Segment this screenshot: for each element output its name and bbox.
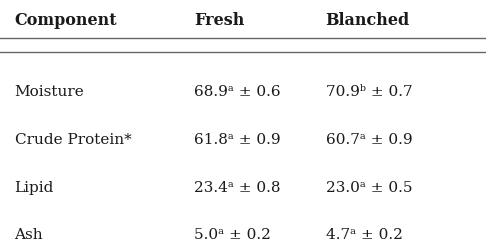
Text: 68.9ᵃ ± 0.6: 68.9ᵃ ± 0.6 bbox=[194, 85, 281, 99]
Text: Component: Component bbox=[15, 12, 117, 29]
Text: 70.9ᵇ ± 0.7: 70.9ᵇ ± 0.7 bbox=[326, 85, 412, 99]
Text: 5.0ᵃ ± 0.2: 5.0ᵃ ± 0.2 bbox=[194, 228, 271, 242]
Text: 60.7ᵃ ± 0.9: 60.7ᵃ ± 0.9 bbox=[326, 133, 412, 147]
Text: Moisture: Moisture bbox=[15, 85, 85, 99]
Text: Ash: Ash bbox=[15, 228, 43, 242]
Text: 61.8ᵃ ± 0.9: 61.8ᵃ ± 0.9 bbox=[194, 133, 281, 147]
Text: 23.4ᵃ ± 0.8: 23.4ᵃ ± 0.8 bbox=[194, 181, 281, 194]
Text: Fresh: Fresh bbox=[194, 12, 245, 29]
Text: 4.7ᵃ ± 0.2: 4.7ᵃ ± 0.2 bbox=[326, 228, 402, 242]
Text: 23.0ᵃ ± 0.5: 23.0ᵃ ± 0.5 bbox=[326, 181, 412, 194]
Text: Blanched: Blanched bbox=[326, 12, 410, 29]
Text: Crude Protein*: Crude Protein* bbox=[15, 133, 131, 147]
Text: Lipid: Lipid bbox=[15, 181, 54, 194]
